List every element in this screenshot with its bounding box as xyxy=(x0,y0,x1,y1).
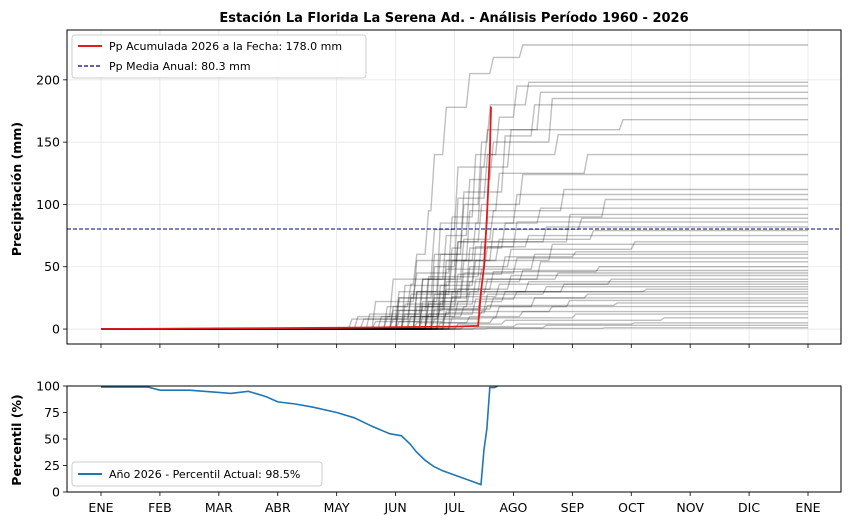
historical-year-line xyxy=(101,243,808,330)
bottom-legend: Año 2026 - Percentil Actual: 98.5% xyxy=(71,461,323,487)
x-tick-label: ENE xyxy=(88,500,113,515)
historical-year-line xyxy=(101,118,808,330)
top-y-tick-label: 50 xyxy=(44,259,60,274)
historical-year-line xyxy=(101,251,808,330)
top-gridlines xyxy=(67,30,841,344)
chart-title: Estación La Florida La Serena Ad. - Anál… xyxy=(219,11,688,26)
top-legend-box xyxy=(71,34,367,79)
bottom-y-tick-label: 75 xyxy=(44,405,60,420)
x-tick-label: SEP xyxy=(561,500,585,515)
historical-year-line xyxy=(101,85,808,330)
top-legend: Pp Acumulada 2026 a la Fecha: 178.0 mm P… xyxy=(71,34,367,79)
historical-year-line xyxy=(101,269,808,330)
historical-year-line xyxy=(101,278,808,330)
bottom-plot-frame xyxy=(66,385,842,493)
historical-year-line xyxy=(101,234,808,330)
bottom-y-tick-label: 0 xyxy=(52,485,60,500)
top-y-axis-label: Precipitación (mm) xyxy=(9,122,24,256)
legend-label-percentile: Año 2026 - Percentil Actual: 98.5% xyxy=(109,468,300,481)
historical-year-line xyxy=(101,173,808,330)
historical-year-line xyxy=(101,229,808,330)
top-plot-frame xyxy=(66,29,842,345)
x-tick-label: MAR xyxy=(205,500,233,515)
historical-year-line xyxy=(101,293,808,330)
historical-year-line xyxy=(101,133,808,330)
historical-year-line xyxy=(101,104,808,330)
historical-year-line xyxy=(101,226,808,330)
historical-year-line xyxy=(101,317,808,330)
x-tick-label: FEB xyxy=(148,500,172,515)
x-tick-label: MAY xyxy=(324,500,350,515)
x-tick-label: ENE xyxy=(795,500,820,515)
historical-year-line xyxy=(101,253,808,330)
bottom-y-tick-label: 100 xyxy=(36,379,60,394)
historical-year-line xyxy=(101,272,808,330)
top-axis-ticks: 0 50 100 150 200 xyxy=(36,72,809,348)
historical-year-line xyxy=(101,327,808,330)
x-tick-label: DIC xyxy=(738,500,760,515)
historical-year-line xyxy=(101,274,808,330)
historical-year-line xyxy=(101,153,808,330)
x-tick-label: AGO xyxy=(499,500,527,515)
historical-year-line xyxy=(101,261,808,330)
x-tick-label: JUL xyxy=(444,500,465,515)
historical-year-line xyxy=(101,322,808,330)
x-tick-label: OCT xyxy=(618,500,645,515)
historical-year-line xyxy=(101,221,808,330)
historical-year-line xyxy=(101,310,808,330)
percentile-line-group xyxy=(101,385,498,486)
top-y-tick-label: 0 xyxy=(52,322,60,337)
x-tick-label: ABR xyxy=(265,500,291,515)
historical-year-line xyxy=(101,257,808,330)
historical-year-line xyxy=(101,97,808,330)
historical-year-line xyxy=(101,198,808,330)
historical-year-line xyxy=(101,266,808,330)
historical-years-lines xyxy=(101,44,808,330)
x-tick-label: NOV xyxy=(676,500,704,515)
historical-year-line xyxy=(101,91,808,330)
bottom-y-tick-label: 50 xyxy=(44,432,60,447)
historical-year-line xyxy=(101,324,808,330)
top-y-tick-label: 150 xyxy=(36,135,60,150)
historical-year-line xyxy=(101,241,808,330)
historical-year-line xyxy=(101,44,808,330)
bottom-axis-ticks: ENE FEB MAR ABR MAY JUN JUL AGO SEP OCT NOV DIC ENE 0… xyxy=(36,379,821,516)
legend-label-current-year: Pp Acumulada 2026 a la Fecha: 178.0 mm xyxy=(109,40,342,53)
historical-year-line xyxy=(101,188,808,330)
historical-year-line xyxy=(101,283,808,330)
bottom-y-tick-label: 25 xyxy=(44,458,60,473)
current-year-line xyxy=(100,106,492,330)
legend-label-mean-annual: Pp Media Anual: 80.3 mm xyxy=(109,60,251,73)
historical-year-line xyxy=(101,213,808,330)
top-y-tick-label: 100 xyxy=(36,197,60,212)
top-y-tick-label: 200 xyxy=(36,72,60,87)
percentile-line xyxy=(101,385,498,486)
historical-year-line xyxy=(101,81,808,330)
historical-year-line xyxy=(101,302,808,330)
historical-year-line xyxy=(101,193,808,330)
historical-year-line xyxy=(101,217,808,330)
x-tick-label: JUN xyxy=(383,500,406,515)
bottom-legend-box xyxy=(71,461,323,487)
historical-year-line xyxy=(101,313,808,330)
bottom-y-axis-label: Percentil (%) xyxy=(9,394,24,485)
